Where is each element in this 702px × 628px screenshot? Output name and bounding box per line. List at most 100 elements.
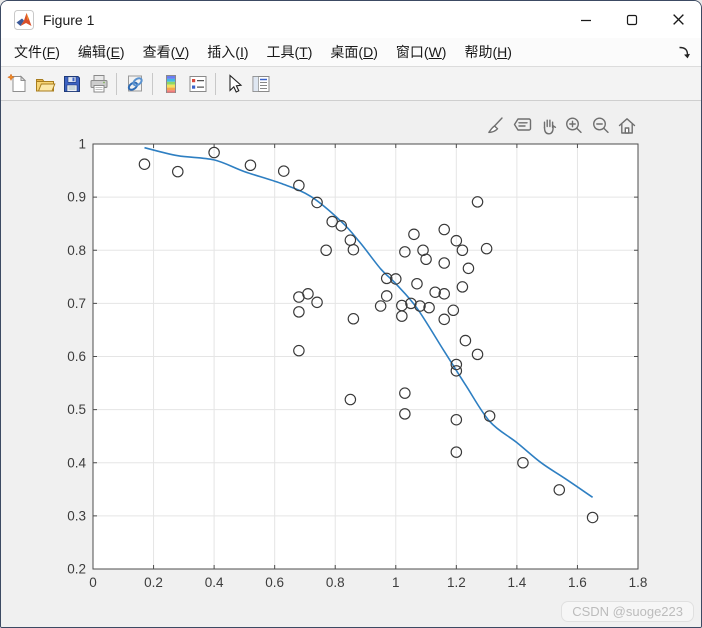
scatter-point [438,313,450,326]
scatter-point [450,358,463,371]
scatter-point [447,304,460,317]
insert-legend-icon [189,75,206,92]
property-inspector-button[interactable] [247,70,274,97]
menu-bar: 文件(F) 编辑(E) 查看(V) 插入(I) 工具(T) 桌面(D) 窗口(W) 帮助(H) [1,38,701,67]
scatter-point [320,244,332,257]
scatter-point [411,277,423,290]
scatter-point [438,223,450,236]
scatter-point [459,334,472,347]
scatter-point [347,243,360,256]
scatter-point [553,484,566,496]
scatter-point [380,272,393,285]
minimize-button[interactable] [563,1,609,38]
matlab-logo-icon [14,9,34,30]
scatter-point [302,288,314,300]
figure-toolbar [1,67,701,101]
print-figure-button[interactable] [85,70,112,97]
menu-item-edit[interactable]: 编辑(E) [77,44,125,60]
scatter-point [483,410,496,422]
pan-hand-icon[interactable] [543,119,557,135]
x-tick-label: 1.4 [507,575,526,590]
restore-view-home-icon[interactable] [618,118,636,134]
x-tick-label: 1.8 [629,575,648,590]
zoom-in-icon[interactable] [565,117,582,134]
scatter-point [429,286,441,298]
x-tick-label: 0.2 [144,575,163,590]
scatter-point [399,408,411,420]
open-file-button[interactable] [31,70,58,97]
scatter-point [450,446,463,458]
scatter-point [347,313,360,325]
new-figure-button[interactable] [4,70,31,97]
open-file-icon [35,78,56,91]
toolbar-separator [215,72,216,95]
scatter-point [396,310,408,322]
scatter-point [293,306,305,318]
scatter-point [311,196,323,209]
menu-item-tools[interactable]: 工具(T) [266,44,313,60]
new-figure-icon [6,72,26,92]
scatter-point [586,511,599,524]
maximize-button[interactable] [609,1,655,38]
scatter-point [450,413,463,426]
scatter-point [293,344,305,357]
menu-item-file[interactable]: 文件(F) [14,44,60,60]
toolbar-separator [116,72,117,95]
dock-figure-arrow-icon[interactable] [677,45,691,59]
title-bar[interactable]: Figure 1 [1,1,701,38]
scatter-point [480,242,493,255]
scatter-point [311,296,323,309]
link-plot-icon [127,75,143,91]
y-tick-label: 1 [78,137,86,152]
zoom-out-icon[interactable] [592,117,609,134]
scatter-point [414,300,426,312]
scatter-point [462,262,475,275]
insert-legend-button[interactable] [184,70,211,97]
brush-icon[interactable] [488,117,503,134]
scatter-point [244,159,257,172]
scatter-point [456,244,469,257]
property-inspector-icon [252,75,269,92]
x-tick-label: 0.8 [326,575,345,590]
close-button[interactable] [655,1,701,38]
x-tick-label: 0.4 [205,575,224,590]
y-tick-label: 0.8 [67,243,86,258]
scatter-point [335,220,348,232]
scatter-point [277,165,290,177]
x-tick-label: 1.2 [447,575,466,590]
datatips-icon[interactable] [513,118,532,131]
watermark-badge: CSDN @suoge223 [561,601,694,622]
y-tick-label: 0.4 [67,455,86,470]
plot-area[interactable]: 0 0.2 0.4 0.6 0.8 1 1.2 1.4 1.6 1.80.20.30.40.50.… [1,101,702,628]
scatter-point [208,146,220,159]
scatter-point [399,246,411,258]
save-figure-button[interactable] [58,70,85,97]
scatter-point [374,300,387,312]
menu-item-window[interactable]: 窗口(W) [395,44,447,60]
x-tick-label: 0.6 [265,575,284,590]
scatter-point [471,348,484,361]
scatter-point [138,158,151,170]
x-tick-label: 1 [392,575,400,590]
scatter-point [438,288,450,300]
menu-item-insert[interactable]: 插入(I) [207,44,249,60]
insert-colorbar-button[interactable] [157,70,184,97]
x-tick-label: 0 [89,575,97,590]
menu-item-help[interactable]: 帮助(H) [464,44,512,60]
y-tick-label: 0.2 [67,562,86,577]
menu-item-desktop[interactable]: 桌面(D) [330,44,378,60]
y-tick-label: 0.5 [67,402,86,417]
close-icon [672,14,684,25]
scatter-point [420,253,432,266]
scatter-point [293,179,305,192]
scatter-point [390,273,402,285]
minimize-icon [581,19,591,21]
edit-plot-button[interactable] [220,70,247,97]
scatter-point [423,301,435,314]
scatter-point [450,234,463,247]
link-plot-button[interactable] [121,70,148,97]
axes-box [92,143,639,570]
window-title: Figure 1 [43,11,95,28]
menu-item-view[interactable]: 查看(V) [142,44,190,60]
